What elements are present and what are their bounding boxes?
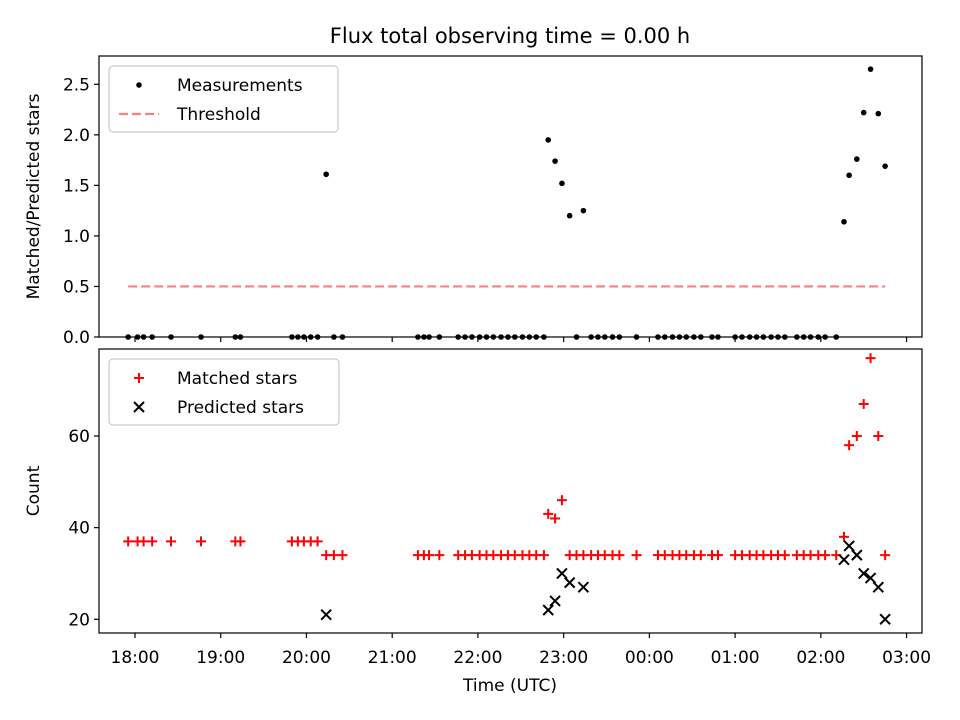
matched-star-point [712, 550, 723, 561]
legend-box [108, 358, 340, 426]
legend-label: Measurements [177, 76, 303, 96]
measurement-point [566, 212, 573, 219]
count-x-axis: 18:00 19:00 20:00 21:00 22:00 23:00 00:00 01:00… [111, 633, 931, 668]
matched-star-point [695, 550, 706, 561]
measurement-point [323, 171, 329, 178]
count-marks [123, 353, 891, 625]
matched-star-point [147, 536, 158, 547]
legend-box [108, 65, 339, 133]
ratio-legend: Measurements Threshold [108, 65, 339, 133]
count-plot-frame [98, 348, 923, 634]
measurement-point [841, 218, 847, 225]
matched-star-point [858, 398, 869, 409]
matched-star-point [138, 536, 149, 547]
x-tick-label: 22:00 [453, 648, 502, 668]
ratio-plot-frame [98, 55, 923, 338]
y-tick-label: 40 [68, 519, 90, 539]
measurement-point [846, 172, 852, 179]
matched-star-point [166, 536, 177, 547]
predicted-star-point [857, 567, 870, 580]
x-tick-label: 03:00 [882, 648, 931, 668]
measurement-point [867, 66, 874, 72]
measurement-point [559, 180, 565, 187]
legend-label: Threshold [176, 105, 261, 125]
predicted-star-point [549, 595, 561, 607]
predicted-star-point [563, 576, 576, 589]
matched-star-point [538, 550, 549, 561]
x-axis-label: Time (UTC) [462, 676, 557, 696]
matched-star-point [123, 536, 134, 547]
predicted-star-point [542, 604, 554, 616]
x-tick-label: 21:00 [368, 648, 417, 668]
matched-star-point [838, 531, 849, 542]
matched-star-point [880, 550, 891, 561]
x-tick-label: 19:00 [196, 648, 245, 668]
x-tick-label: 18:00 [111, 648, 160, 668]
predicted-star-point [838, 554, 850, 566]
predicted-star-point [843, 540, 855, 552]
count-legend: Matched stars Predicted stars [108, 358, 340, 426]
measurement-point [580, 207, 587, 214]
matched-star-point [337, 550, 348, 561]
count-panel: 20 40 60 18:00 19:00 20:00 21:00 22:00 23:00 00:… [24, 348, 931, 668]
matched-star-point [614, 550, 625, 561]
matched-star-point [235, 536, 246, 547]
predicted-star-point [320, 608, 332, 621]
predicted-star-point [556, 567, 568, 580]
measurement-point [875, 110, 882, 117]
matched-star-point [424, 550, 435, 561]
matched-star-point [543, 508, 554, 519]
y-tick-label: 20 [68, 610, 90, 630]
matched-star-point [550, 513, 561, 524]
legend-label: Matched stars [177, 369, 297, 389]
y-tick-label: 2.0 [63, 126, 90, 146]
matched-star-point [631, 550, 642, 561]
chart-title: Flux total observing time = 0.00 h [330, 24, 690, 48]
legend-predicted-swatch [133, 401, 145, 413]
count-y-axis-label: Count [24, 465, 44, 516]
x-tick-label: 00:00 [625, 648, 674, 668]
y-tick-label: 1.0 [63, 227, 90, 247]
matched-star-point [779, 550, 790, 561]
ratio-x-axis [134, 337, 908, 342]
matched-star-point [851, 431, 862, 442]
measurement-point [552, 158, 558, 164]
y-tick-label: 2.5 [63, 75, 90, 95]
matched-star-point [556, 495, 567, 506]
ratio-y-axis: 0.0 0.5 1.0 1.5 2.0 2.5 [63, 75, 99, 348]
x-tick-label: 01:00 [711, 648, 760, 668]
legend-matched-swatch [134, 373, 144, 383]
matched-star-point [196, 536, 207, 547]
y-tick-label: 60 [68, 427, 90, 447]
matched-star-point [873, 431, 884, 442]
predicted-star-point [872, 581, 884, 593]
x-tick-label: 23:00 [539, 648, 588, 668]
matched-star-point [820, 550, 831, 561]
measurement-point [860, 109, 867, 116]
ratio-panel: 0.0 0.5 1.0 1.5 2.0 2.5 Matched/Predicted sta… [24, 55, 923, 348]
matched-star-point [434, 550, 445, 561]
ratio-marks [125, 66, 888, 340]
x-tick-label: 20:00 [282, 648, 331, 668]
x-tick-label: 02:00 [796, 648, 845, 668]
predicted-star-point [851, 549, 863, 561]
y-tick-label: 1.5 [63, 176, 90, 196]
y-tick-label: 0.5 [63, 277, 90, 297]
predicted-star-point [864, 572, 877, 584]
measurement-point [545, 137, 552, 143]
matched-star-point [312, 536, 323, 547]
matched-star-point [844, 440, 855, 451]
legend-label: Predicted stars [177, 398, 304, 418]
legend-measurement-swatch [136, 82, 142, 88]
measurement-point [854, 156, 860, 162]
count-y-axis: 20 40 60 [68, 427, 99, 630]
predicted-star-point [879, 613, 891, 625]
ratio-y-axis-label: Matched/Predicted stars [24, 93, 44, 299]
matched-star-point [865, 353, 876, 364]
y-tick-label: 0.0 [63, 328, 90, 348]
measurement-point [882, 163, 888, 169]
predicted-star-point [577, 581, 590, 593]
matched-star-point [328, 550, 339, 561]
